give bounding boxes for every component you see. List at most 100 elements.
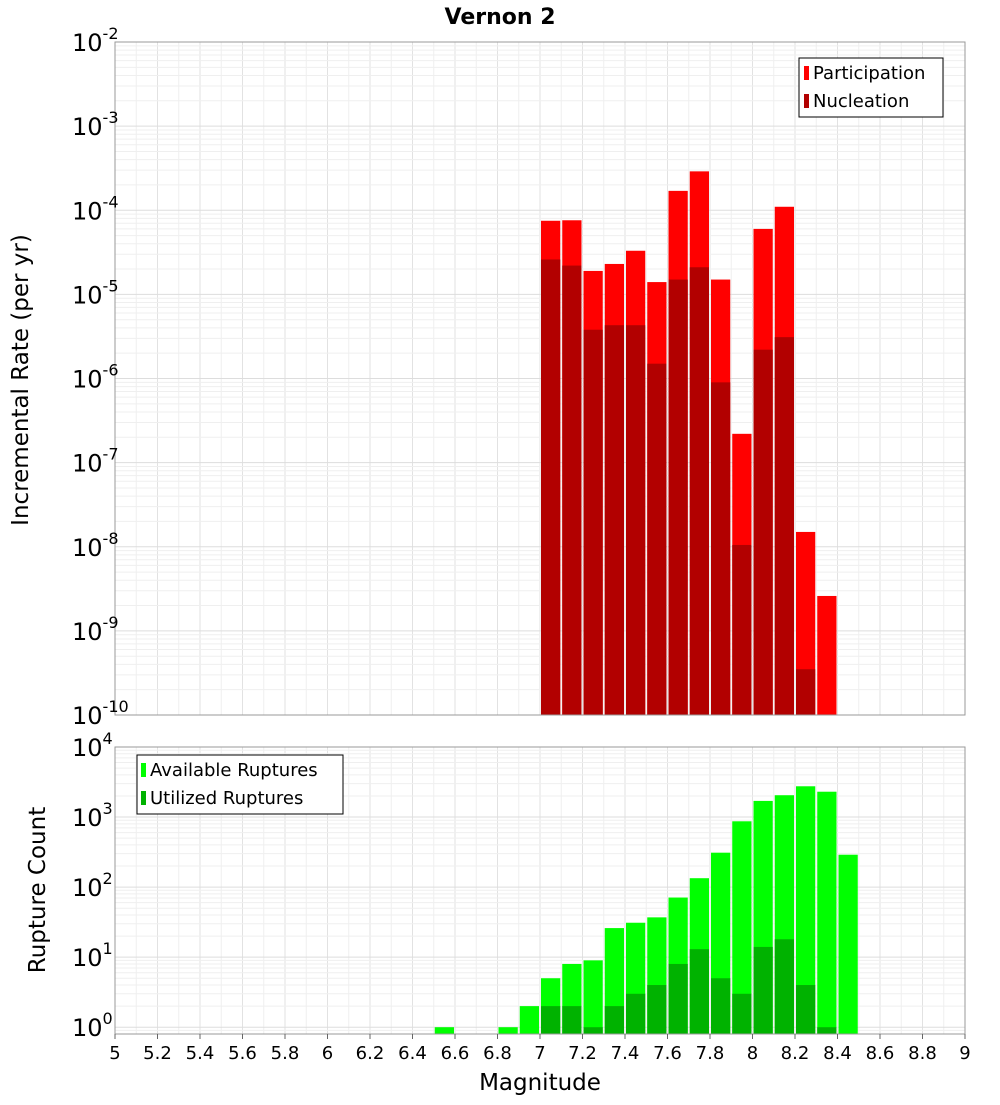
count-bar-b <box>541 1006 561 1034</box>
x-tick-label: 8.2 <box>781 1043 810 1064</box>
x-tick-label: 6.6 <box>441 1043 470 1064</box>
y-tick-base: 10 <box>72 113 103 141</box>
rate-bar-b <box>732 544 752 715</box>
y-tick-exponent: -5 <box>103 276 119 295</box>
rate-bar-b <box>604 325 624 715</box>
y-tick-label: 10-10 <box>72 697 129 730</box>
y-tick-exponent: 1 <box>103 939 113 958</box>
y-tick-exponent: -4 <box>103 192 119 211</box>
y-tick-base: 10 <box>72 281 103 309</box>
x-tick-label: 6.8 <box>483 1043 512 1064</box>
utilized-legend-swatch <box>141 791 146 805</box>
x-tick-label: 6.4 <box>398 1043 427 1064</box>
y-tick-label: 104 <box>72 729 113 762</box>
y-tick-base: 10 <box>72 534 103 562</box>
y-tick-label: 10-5 <box>72 276 119 309</box>
bottom-legend: Available Ruptures Utilized Ruptures <box>136 754 344 815</box>
count-bar-b <box>732 993 752 1034</box>
y-tick-exponent: -10 <box>103 697 129 716</box>
rate-bar-b <box>647 363 667 715</box>
x-tick-label: 8.6 <box>866 1043 895 1064</box>
count-bar-b <box>711 978 731 1034</box>
count-bar-a <box>583 960 603 1034</box>
y-tick-base: 10 <box>72 197 103 225</box>
count-bar-a <box>498 1027 518 1034</box>
x-tick-label: 7.2 <box>568 1043 597 1064</box>
y-tick-label: 102 <box>72 869 113 902</box>
rate-bar-b <box>668 279 688 715</box>
bottom-bars <box>434 786 858 1034</box>
x-tick-label: 5.2 <box>143 1043 172 1064</box>
top-y-axis-label: Incremental Rate (per yr) <box>8 234 34 526</box>
y-tick-base: 10 <box>72 1014 103 1042</box>
x-tick-label: 8.8 <box>908 1043 937 1064</box>
available-legend-label: Available Ruptures <box>150 760 318 781</box>
x-tick-label: 7.6 <box>653 1043 682 1064</box>
y-tick-base: 10 <box>72 734 103 762</box>
available-legend-swatch <box>141 763 146 777</box>
x-tick-label: 7.4 <box>611 1043 640 1064</box>
top-plot-frame <box>114 41 966 716</box>
y-tick-label: 103 <box>72 799 113 832</box>
y-tick-label: 10-9 <box>72 613 119 646</box>
count-bar-a <box>732 821 752 1034</box>
rate-bar-b <box>753 349 773 715</box>
y-tick-exponent: -6 <box>103 361 119 380</box>
chart-title: Vernon 2 <box>445 5 556 30</box>
y-tick-exponent: 0 <box>103 1009 113 1028</box>
y-tick-label: 10-2 <box>72 24 119 57</box>
rate-bar-b <box>689 267 709 715</box>
y-tick-exponent: 2 <box>103 869 113 888</box>
rate-bar-b <box>626 325 646 715</box>
y-tick-label: 10-6 <box>72 361 119 394</box>
top-legend: Participation Nucleation <box>798 57 944 118</box>
y-tick-label: 10-3 <box>72 108 119 141</box>
x-axis-label: Magnitude <box>479 1070 601 1096</box>
x-tick-label: 5.4 <box>186 1043 215 1064</box>
rate-bar-b <box>541 259 561 715</box>
utilized-legend-label: Utilized Ruptures <box>150 788 303 809</box>
x-tick-label: 5 <box>109 1043 120 1064</box>
bottom-legend-box <box>136 754 344 815</box>
count-bar-b <box>796 985 816 1034</box>
y-tick-exponent: -8 <box>103 529 119 548</box>
x-tick-label: 8 <box>747 1043 758 1064</box>
y-tick-exponent: 3 <box>103 799 113 818</box>
count-bar-a <box>796 786 816 1034</box>
count-bar-b <box>562 1006 582 1034</box>
y-tick-exponent: -2 <box>103 24 119 43</box>
participation-legend-swatch <box>804 66 809 80</box>
top-bars <box>541 171 837 716</box>
x-tick-label: 7.8 <box>696 1043 725 1064</box>
y-tick-exponent: -9 <box>103 613 119 632</box>
count-bar-a <box>434 1027 454 1034</box>
count-bar-a <box>817 791 837 1034</box>
nucleation-legend-swatch <box>804 94 809 108</box>
x-tick-label: 6.2 <box>356 1043 385 1064</box>
bottom-x-ticks: 5 5.2 5.4 5.6 5.8 6 6.2 6.4 6.6 6.8 7 7.2 7.4 7.6 7.8 8… <box>109 1034 971 1064</box>
count-bar-a <box>519 1006 539 1034</box>
rate-bar-b <box>583 329 603 715</box>
count-bar-b <box>817 1027 837 1034</box>
participation-legend-label: Participation <box>813 63 925 84</box>
bottom-y-axis-label: Rupture Count <box>25 807 51 973</box>
rate-bar-a <box>817 595 837 715</box>
top-legend-box <box>798 57 944 118</box>
y-tick-base: 10 <box>72 804 103 832</box>
x-tick-label: 5.6 <box>228 1043 257 1064</box>
rate-bar-b <box>796 669 816 715</box>
x-tick-label: 7 <box>534 1043 545 1064</box>
rate-bar-b <box>711 382 731 715</box>
y-tick-base: 10 <box>72 944 103 972</box>
x-tick-label: 6 <box>322 1043 333 1064</box>
y-tick-base: 10 <box>72 450 103 478</box>
y-tick-label: 101 <box>72 939 113 972</box>
x-tick-label: 9 <box>959 1043 970 1064</box>
count-bar-b <box>604 1006 624 1034</box>
y-tick-base: 10 <box>72 618 103 646</box>
count-bar-b <box>753 946 773 1034</box>
